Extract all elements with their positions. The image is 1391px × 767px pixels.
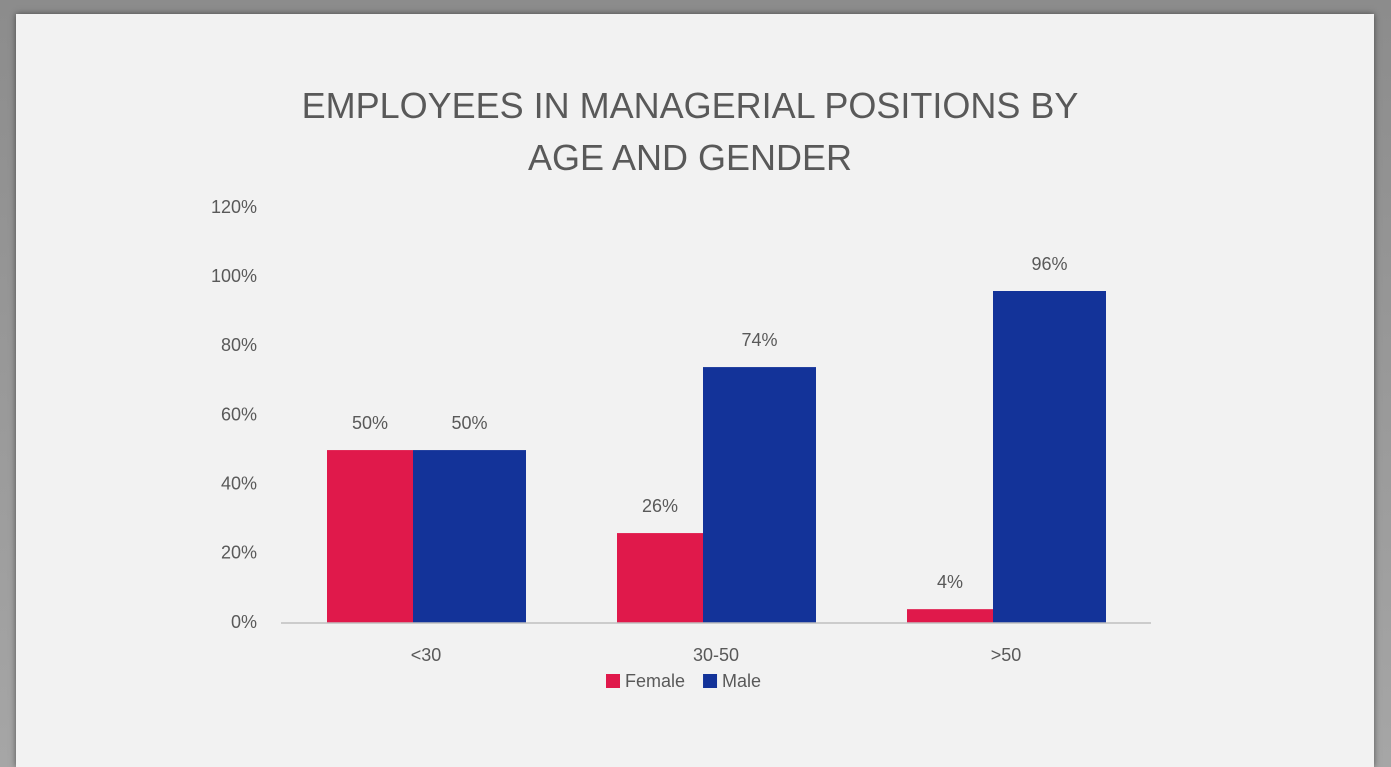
legend-swatch bbox=[703, 674, 718, 688]
bar bbox=[907, 609, 993, 623]
y-tick-label: 60% bbox=[221, 404, 257, 424]
value-label: 74% bbox=[741, 330, 777, 350]
y-tick-label: 20% bbox=[221, 543, 257, 563]
legend-label: Female bbox=[625, 671, 685, 691]
value-label: 96% bbox=[1031, 254, 1067, 274]
bar bbox=[617, 533, 703, 623]
bar bbox=[413, 450, 526, 623]
value-label: 26% bbox=[642, 496, 678, 516]
legend-swatch bbox=[606, 674, 620, 688]
bar bbox=[327, 450, 413, 623]
chart-panel bbox=[16, 14, 1374, 767]
y-tick-label: 80% bbox=[221, 335, 257, 355]
y-tick-label: 0% bbox=[231, 612, 257, 632]
value-label: 4% bbox=[937, 572, 963, 592]
chart-title: EMPLOYEES IN MANAGERIAL POSITIONS BY AGE… bbox=[301, 85, 1079, 178]
y-tick-label: 120% bbox=[211, 197, 257, 217]
x-tick-label: <30 bbox=[411, 645, 442, 665]
value-label: 50% bbox=[352, 413, 388, 433]
value-label: 50% bbox=[451, 413, 487, 433]
x-tick-label: >50 bbox=[991, 645, 1022, 665]
bar bbox=[993, 291, 1106, 623]
y-tick-label: 100% bbox=[211, 266, 257, 286]
y-tick-label: 40% bbox=[221, 473, 257, 493]
x-tick-label: 30-50 bbox=[693, 645, 739, 665]
bar bbox=[703, 367, 816, 623]
legend-label: Male bbox=[722, 671, 761, 691]
